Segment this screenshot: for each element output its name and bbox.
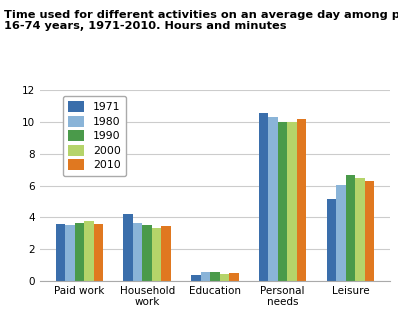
Bar — [327, 199, 336, 281]
Legend: 1971, 1980, 1990, 2000, 2010: 1971, 1980, 1990, 2000, 2010 — [63, 96, 126, 176]
Bar — [268, 118, 278, 281]
Bar — [365, 181, 374, 281]
Bar — [94, 224, 103, 281]
Bar — [355, 178, 365, 281]
Text: Time used for different activities on an average day among persons
16-74 years, : Time used for different activities on an… — [4, 10, 398, 31]
Bar — [201, 272, 210, 281]
Bar — [75, 223, 84, 281]
Bar — [229, 273, 239, 281]
Bar — [191, 275, 201, 281]
Bar — [162, 226, 171, 281]
Bar — [65, 225, 75, 281]
Bar — [123, 214, 133, 281]
Bar — [336, 185, 346, 281]
Bar — [142, 225, 152, 281]
Bar — [259, 113, 268, 281]
Bar — [278, 122, 287, 281]
Bar — [133, 223, 142, 281]
Bar — [56, 224, 65, 281]
Bar — [346, 175, 355, 281]
Bar — [152, 228, 162, 281]
Bar — [84, 221, 94, 281]
Bar — [297, 119, 306, 281]
Bar — [210, 272, 220, 281]
Bar — [287, 122, 297, 281]
Bar — [220, 274, 229, 281]
